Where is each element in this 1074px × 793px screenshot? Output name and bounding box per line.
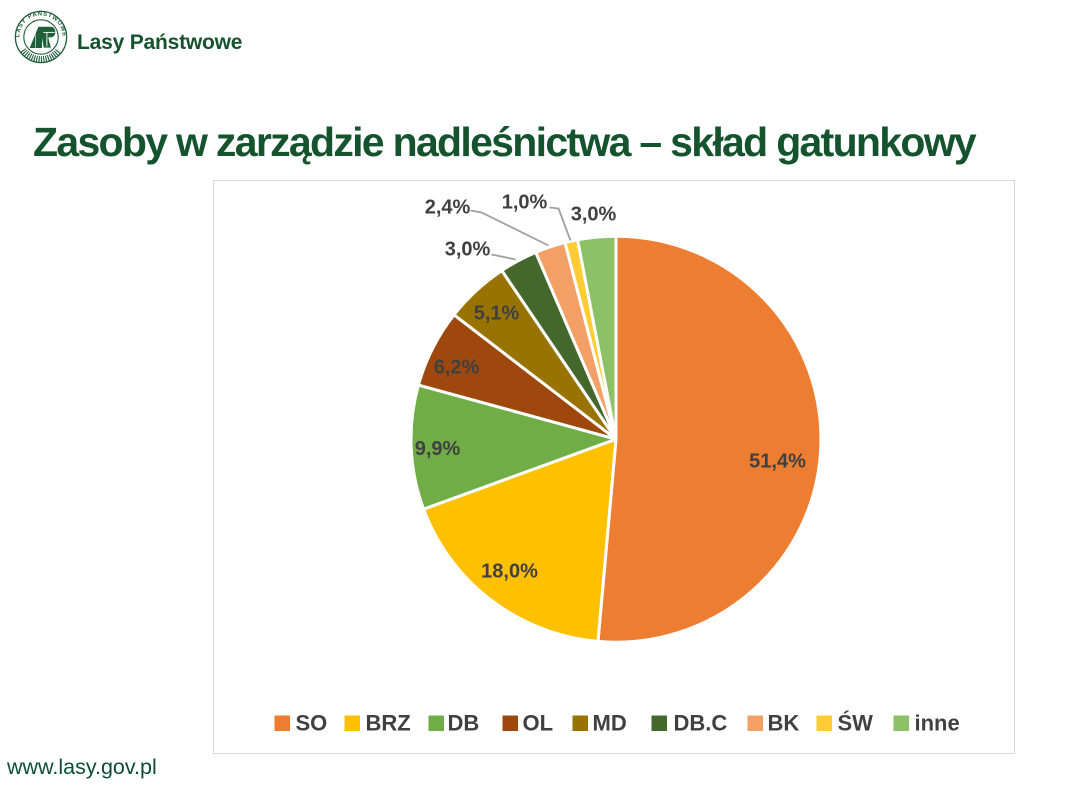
- svg-text:1,0%: 1,0%: [502, 192, 548, 214]
- svg-text:MD: MD: [593, 711, 627, 736]
- svg-text:3,0%: 3,0%: [571, 204, 617, 226]
- svg-text:DB.C: DB.C: [674, 711, 728, 736]
- svg-text:BK: BK: [768, 711, 800, 736]
- svg-text:18,0%: 18,0%: [481, 561, 538, 583]
- svg-text:9,9%: 9,9%: [415, 438, 461, 460]
- svg-text:2,4%: 2,4%: [425, 197, 471, 219]
- svg-text:DB: DB: [448, 711, 480, 736]
- svg-text:BRZ: BRZ: [366, 711, 411, 736]
- svg-text:ŚW: ŚW: [838, 711, 874, 736]
- svg-text:51,4%: 51,4%: [749, 451, 806, 473]
- svg-text:OL: OL: [523, 711, 554, 736]
- svg-text:6,2%: 6,2%: [434, 357, 480, 379]
- svg-text:SO: SO: [296, 711, 328, 736]
- svg-text:3,0%: 3,0%: [445, 239, 491, 261]
- svg-text:5,1%: 5,1%: [474, 303, 520, 325]
- svg-text:inne: inne: [915, 711, 960, 736]
